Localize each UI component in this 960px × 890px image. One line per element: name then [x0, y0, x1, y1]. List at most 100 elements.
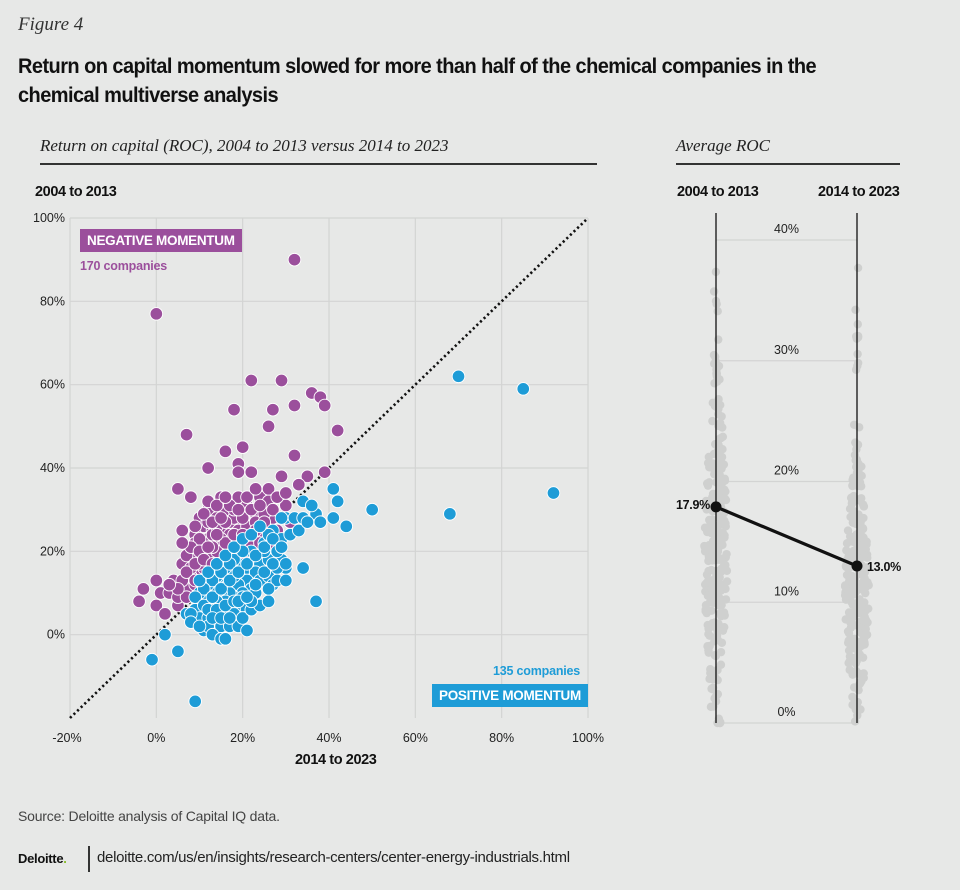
company-roc-dot: [717, 582, 727, 592]
negative-momentum-point: [253, 498, 267, 513]
company-roc-dot: [714, 544, 723, 553]
company-roc-dot: [857, 601, 866, 611]
y-tick-label: 60%: [40, 378, 65, 392]
company-roc-dot: [843, 526, 853, 535]
company-roc-dot: [714, 493, 724, 502]
positive-momentum-point: [516, 382, 531, 396]
company-roc-dot: [720, 533, 729, 542]
negative-momentum-point: [287, 448, 302, 463]
positive-momentum-point: [257, 540, 272, 554]
scatter-subtitle: Return on capital (ROC), 2004 to 2013 ve…: [40, 136, 449, 155]
negative-momentum-point: [279, 486, 293, 500]
positive-momentum-point: [257, 565, 272, 579]
average-line-series: [710, 501, 863, 572]
negative-momentum-point: [235, 440, 250, 454]
average-tick-label: 0%: [777, 705, 795, 719]
company-roc-dot: [716, 660, 726, 669]
average-left-column-title: 2004 to 2013: [677, 184, 759, 200]
negative-momentum-point: [300, 469, 315, 484]
scatter-ticks: -20% 0% 20% 40% 60% 80% 100% 0% 20% 40% 60% 80% 100%: [33, 211, 604, 745]
negative-momentum-badge: NEGATIVE MOMENTUM: [80, 229, 242, 252]
negative-momentum-point: [274, 373, 289, 388]
positive-momentum-point: [279, 557, 293, 571]
company-roc-dot: [853, 263, 863, 273]
company-roc-dot: [855, 527, 865, 537]
company-roc-dot: [857, 471, 866, 481]
logo-dot: .: [63, 851, 67, 866]
company-roc-dot: [716, 718, 725, 727]
y-axis-title: 2004 to 2013: [35, 184, 117, 200]
company-roc-dot: [848, 600, 858, 610]
company-roc-dot: [856, 496, 865, 505]
average-point-2004-2013: [710, 501, 722, 513]
positive-momentum-point: [309, 594, 323, 609]
company-roc-dot: [851, 305, 860, 314]
company-roc-dot: [702, 479, 712, 488]
negative-momentum-point: [179, 427, 194, 442]
company-roc-dot: [848, 518, 858, 527]
positive-momentum-badge: POSITIVE MOMENTUM: [432, 684, 588, 707]
company-roc-dot: [708, 416, 717, 426]
company-roc-dot: [860, 632, 870, 641]
positive-momentum-point: [240, 623, 254, 638]
negative-momentum-point: [171, 482, 185, 496]
negative-momentum-point: [240, 490, 254, 504]
negative-momentum-point: [136, 582, 151, 596]
company-roc-dot: [859, 577, 868, 587]
company-roc-dot: [713, 306, 722, 316]
company-roc-dot: [721, 519, 730, 528]
company-roc-dot: [713, 375, 722, 384]
positive-momentum-point: [296, 561, 310, 575]
positive-momentum-point: [218, 548, 233, 563]
x-tick-label: 80%: [489, 731, 514, 745]
y-tick-label: 40%: [40, 461, 65, 475]
company-roc-dot: [713, 689, 723, 699]
negative-momentum-point: [188, 519, 202, 534]
positive-momentum-point: [292, 523, 306, 538]
negative-momentum-count: 170 companies: [80, 259, 168, 273]
negative-momentum-point: [210, 527, 224, 542]
positive-momentum-point: [244, 527, 259, 542]
company-roc-dot: [706, 543, 716, 552]
positive-momentum-point: [145, 652, 159, 667]
average-subtitle-rule: [676, 163, 900, 165]
positive-momentum-point: [192, 619, 207, 634]
negative-momentum-point: [175, 523, 189, 538]
footer-url-link[interactable]: deloitte.com/us/en/insights/research-cen…: [97, 849, 570, 866]
negative-momentum-point: [149, 307, 164, 321]
company-roc-dot: [840, 582, 850, 591]
average-tick-label: 10%: [774, 584, 799, 598]
company-roc-dot: [706, 665, 715, 674]
positive-momentum-point: [443, 507, 457, 521]
negative-momentum-point: [162, 577, 177, 592]
positive-momentum-point: [279, 573, 293, 588]
positive-momentum-point: [253, 519, 267, 534]
negative-momentum-point: [149, 598, 164, 613]
company-roc-dot: [851, 666, 861, 676]
positive-momentum-point: [451, 369, 466, 384]
average-axes: [715, 213, 858, 723]
x-tick-label: 20%: [230, 731, 255, 745]
figure-label: Figure 4: [18, 14, 84, 35]
x-tick-label: 60%: [403, 731, 428, 745]
negative-momentum-point: [227, 402, 241, 417]
company-roc-dot: [845, 537, 855, 546]
negative-momentum-point: [231, 502, 246, 517]
negative-momentum-point: [214, 511, 228, 525]
positive-momentum-point: [266, 532, 280, 546]
average-grid: 0% 10% 20% 30% 40%: [716, 222, 857, 724]
company-roc-dot: [720, 622, 729, 632]
logo-text: Deloitte: [18, 851, 64, 866]
company-roc-dot: [703, 497, 712, 506]
company-roc-dot: [700, 547, 710, 556]
company-roc-dot: [713, 635, 723, 645]
negative-momentum-point: [210, 498, 224, 513]
company-roc-dot: [861, 588, 870, 598]
negative-momentum-point: [244, 373, 259, 388]
company-roc-dot: [716, 647, 726, 657]
negative-momentum-point: [158, 607, 172, 621]
positive-momentum-point: [248, 548, 263, 563]
company-roc-dot: [851, 583, 861, 593]
average-tick-label: 40%: [774, 222, 799, 236]
positive-momentum-point: [330, 494, 345, 509]
